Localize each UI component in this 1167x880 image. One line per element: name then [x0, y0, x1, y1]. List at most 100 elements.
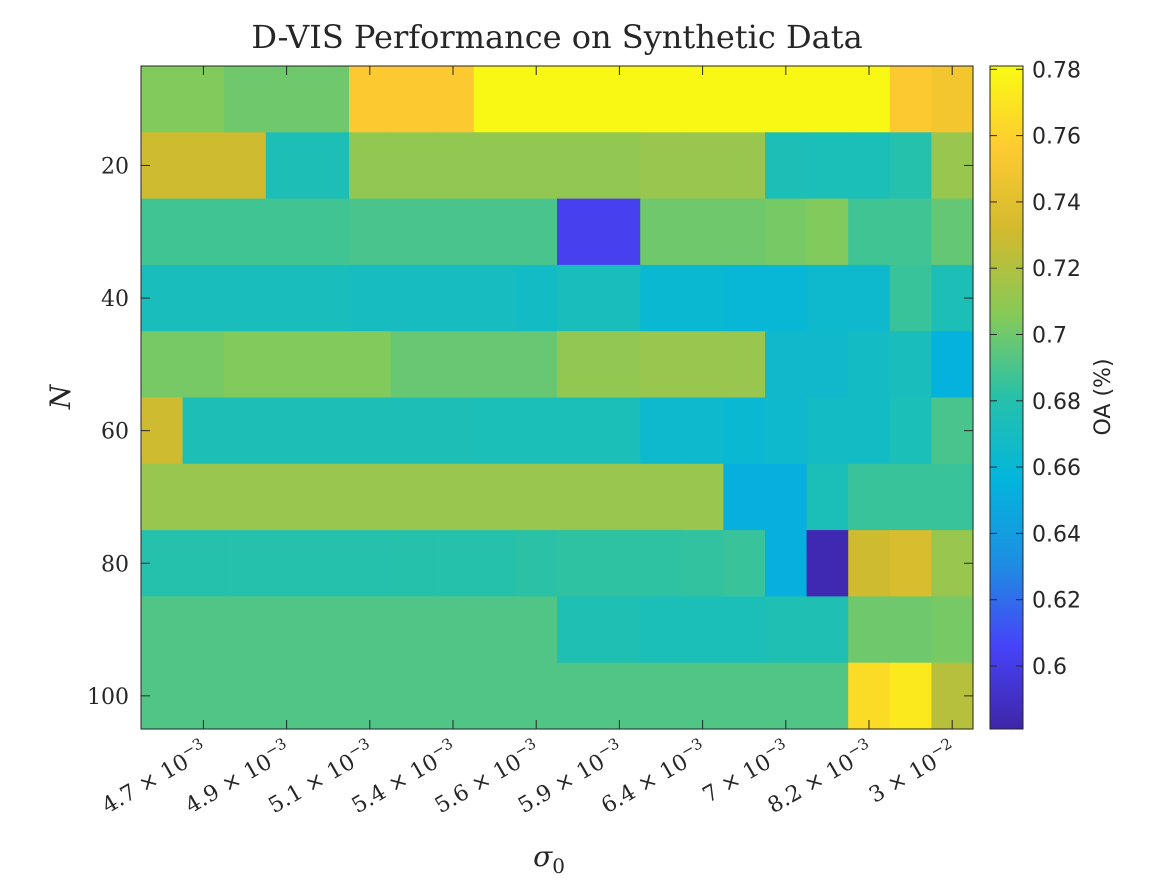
heatmap-cell	[307, 264, 350, 332]
heatmap-cell	[390, 198, 433, 266]
heatmap-cell	[889, 66, 932, 133]
heatmap-cell	[432, 66, 475, 133]
colorbar-gradient	[989, 65, 1024, 730]
chart-title: D-VIS Performance on Synthetic Data	[251, 18, 862, 56]
heatmap-cell	[390, 66, 433, 133]
heatmap-cell	[390, 530, 433, 597]
heatmap-cell	[848, 132, 891, 200]
heatmap-cell	[182, 132, 225, 200]
heatmap-cell	[390, 463, 433, 531]
heatmap-cell	[889, 331, 932, 399]
heatmap-cell	[182, 66, 225, 133]
heatmap-cell	[182, 264, 225, 332]
heatmap-cell	[557, 264, 600, 332]
heatmap-cell	[848, 596, 891, 664]
heatmap-cell	[681, 662, 724, 730]
heatmap-cell	[681, 132, 724, 200]
heatmap-cell	[307, 596, 350, 664]
heatmap-cell	[390, 331, 433, 399]
heatmap-cell	[432, 596, 475, 664]
heatmap-cell	[224, 662, 267, 730]
heatmap-cell	[515, 530, 558, 597]
y-axis-label: N	[44, 383, 77, 410]
heatmap-cell	[224, 132, 267, 200]
heatmap-cell	[723, 397, 766, 465]
x-axis-label: σ0	[533, 840, 565, 875]
heatmap-cells	[141, 66, 974, 730]
heatmap-cell	[432, 662, 475, 730]
heatmap-cell	[557, 662, 600, 730]
heatmap-cell	[640, 264, 683, 332]
heatmap-cell	[307, 132, 350, 200]
heatmap-cell	[557, 331, 600, 399]
heatmap-cell	[557, 132, 600, 200]
heatmap-cell	[723, 66, 766, 133]
heatmap-cell	[848, 530, 891, 597]
heatmap-cell	[806, 463, 849, 531]
heatmap-cell	[848, 198, 891, 266]
heatmap-cell	[598, 662, 641, 730]
heatmap-cell	[473, 264, 516, 332]
colorbar-tick-label: 0.78	[1032, 58, 1081, 83]
heatmap-cell	[723, 530, 766, 597]
heatmap-cell	[889, 132, 932, 200]
heatmap-cell	[473, 66, 516, 133]
heatmap-cell	[931, 331, 974, 399]
heatmap-cell	[265, 397, 308, 465]
y-axis-ticks: 20 40 60 80 100	[87, 154, 973, 710]
heatmap-cell	[473, 331, 516, 399]
heatmap-cell	[765, 397, 808, 465]
heatmap-cell	[515, 397, 558, 465]
heatmap-cell	[557, 397, 600, 465]
heatmap-cell	[432, 397, 475, 465]
heatmap-cell	[224, 331, 267, 399]
heatmap-cell	[307, 397, 350, 465]
heatmap-cell	[765, 596, 808, 664]
heatmap-cell	[848, 397, 891, 465]
heatmap-cell	[806, 66, 849, 133]
colorbar-tick-label: 0.66	[1032, 456, 1081, 481]
heatmap-cell	[307, 662, 350, 730]
heatmap-cell	[640, 132, 683, 200]
heatmap-cell	[848, 264, 891, 332]
heatmap-cell	[557, 596, 600, 664]
heatmap-cell	[515, 596, 558, 664]
heatmap-cell	[224, 596, 267, 664]
heatmap-cell	[598, 530, 641, 597]
colorbar: 0.6 0.62 0.64 0.66 0.68 0.7 0.72 0.74 0.76 0.78 O…	[989, 58, 1116, 730]
heatmap-cell	[349, 66, 392, 133]
heatmap-cell	[265, 132, 308, 200]
heatmap-cell	[765, 264, 808, 332]
heatmap-cell	[307, 66, 350, 133]
heatmap-cell	[473, 662, 516, 730]
heatmap-cell	[515, 463, 558, 531]
heatmap-cell	[889, 264, 932, 332]
heatmap-cell	[723, 662, 766, 730]
colorbar-tick-label: 0.74	[1032, 191, 1081, 216]
heatmap-cell	[432, 331, 475, 399]
colorbar-tick-label: 0.6	[1032, 655, 1067, 680]
heatmap-cell	[931, 66, 974, 133]
colorbar-ticks: 0.6 0.62 0.64 0.66 0.68 0.7 0.72 0.74 0.76 0.78	[990, 58, 1081, 680]
heatmap-cell	[723, 463, 766, 531]
heatmap-cell	[265, 264, 308, 332]
heatmap-cell	[349, 331, 392, 399]
heatmap-cell	[224, 397, 267, 465]
y-tick-label: 40	[101, 287, 129, 312]
heatmap-cell	[432, 264, 475, 332]
heatmap-cell	[182, 596, 225, 664]
heatmap-cell	[931, 198, 974, 266]
heatmap-cell	[765, 132, 808, 200]
heatmap-cell	[640, 530, 683, 597]
heatmap-cell	[432, 463, 475, 531]
heatmap-cell	[848, 463, 891, 531]
heatmap-cell	[640, 662, 683, 730]
heatmap-cell	[598, 596, 641, 664]
heatmap-cell	[349, 397, 392, 465]
heatmap-cell	[349, 596, 392, 664]
heatmap-cell	[723, 198, 766, 266]
colorbar-label: OA (%)	[1091, 358, 1116, 435]
heatmap-cell	[307, 463, 350, 531]
heatmap-cell	[889, 463, 932, 531]
